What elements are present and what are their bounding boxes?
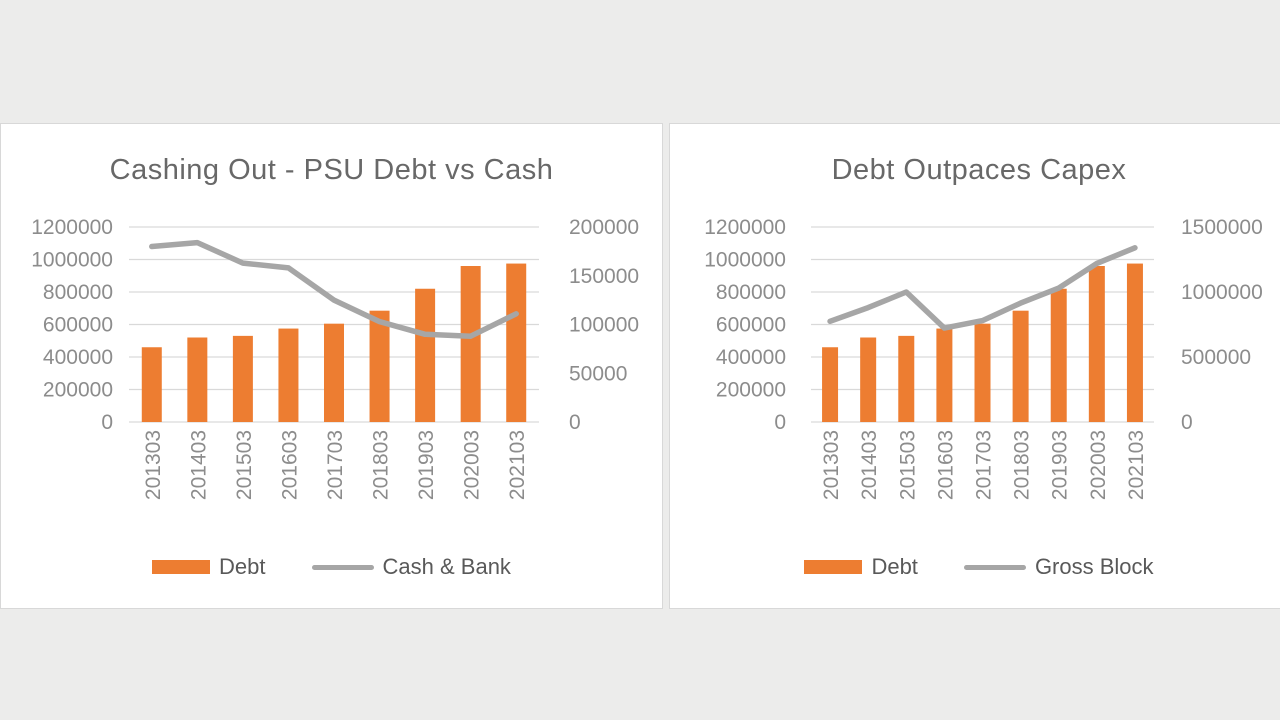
debt-bar-201303 — [822, 347, 839, 422]
x-axis-label-201903: 201903 — [1049, 430, 1072, 500]
cash-bank-line — [149, 239, 519, 339]
chart-title: Debt Outpaces Capex — [831, 154, 1127, 186]
y-axis-tick-left: 400000 — [43, 346, 113, 369]
y-axis-tick-right: 0 — [569, 411, 581, 434]
debt-bar-202103 — [1126, 263, 1143, 422]
legend-label-debt: Debt — [219, 554, 266, 579]
x-axis-label-201603: 201603 — [278, 430, 301, 500]
x-axis-label-202003: 202003 — [1087, 430, 1110, 500]
x-axis-label-201803: 201803 — [1011, 430, 1034, 500]
debt-bar-201803 — [1012, 310, 1029, 422]
legend-label-cash-and-bank: Cash & Bank — [382, 554, 511, 579]
legend-item-cash-and-bank: Cash & Bank — [311, 554, 511, 580]
y-axis-tick-right: 150000 — [569, 265, 639, 288]
x-axis-label-202103: 202103 — [506, 430, 529, 500]
debt-bar-swatch — [804, 560, 863, 574]
chart-title: Cashing Out - PSU Debt vs Cash — [109, 154, 554, 186]
y-axis-tick-right: 500000 — [1181, 346, 1251, 369]
x-axis-label-201703: 201703 — [324, 430, 347, 500]
y-axis-tick-right: 0 — [1181, 411, 1193, 434]
y-axis-tick-left: 0 — [101, 411, 113, 434]
debt-bar-swatch — [152, 560, 211, 574]
debt-bar-201403 — [860, 337, 877, 422]
legend-item-debt: Debt — [152, 554, 266, 580]
gross-block-line — [827, 245, 1138, 331]
y-axis-tick-left: 600000 — [43, 314, 113, 337]
x-axis-label-201303: 201303 — [142, 430, 165, 500]
x-axis-label-201503: 201503 — [233, 430, 256, 500]
y-axis-tick-right: 200000 — [569, 216, 639, 239]
legend-label-debt: Debt — [871, 554, 918, 579]
debt-bar-201903 — [1050, 288, 1067, 422]
chart-panel-debt-vs-capex: Debt Outpaces Capex 1200000 1000000 800000… — [669, 123, 1280, 609]
legend-item-debt: Debt — [804, 554, 918, 580]
gross-block-line-swatch — [963, 564, 1026, 570]
y-axis-tick-left: 200000 — [716, 379, 786, 402]
chart-panel-debt-vs-cash: Cashing Out - PSU Debt vs Cash 1200000 10… — [0, 123, 663, 609]
debt-bar-202003 — [1088, 266, 1105, 422]
cash-and-bank-line-swatch — [311, 564, 374, 570]
debt-bar-202003 — [460, 266, 481, 422]
debt-bar-201403 — [187, 337, 208, 422]
y-axis-tick-left: 1200000 — [31, 216, 113, 239]
x-axis-label-202103: 202103 — [1125, 430, 1148, 500]
chart-legend: Debt Gross Block — [670, 554, 1280, 580]
x-axis-label-201403: 201403 — [858, 430, 881, 500]
debt-bar-201603 — [936, 328, 953, 422]
y-axis-tick-right: 50000 — [569, 362, 627, 385]
combo-chart-debt-vs-capex: 1200000 1000000 800000 600000 400000 200000 0 1… — [704, 216, 1263, 500]
x-axis-label-201303: 201303 — [820, 430, 843, 500]
y-axis-tick-right: 1000000 — [1181, 281, 1263, 304]
debt-bar-201903 — [415, 288, 436, 422]
y-axis-tick-left: 1000000 — [704, 249, 786, 272]
debt-bar-201603 — [278, 328, 299, 422]
debt-bar-201703 — [324, 323, 344, 422]
y-axis-tick-left: 1000000 — [31, 249, 113, 272]
debt-bar-201503 — [898, 335, 915, 422]
y-axis-tick-left: 400000 — [716, 346, 786, 369]
combo-chart-debt-vs-cash: 1200000100000080000060000040000020000002… — [31, 216, 639, 500]
y-axis-tick-right: 1500000 — [1181, 216, 1263, 239]
y-axis-tick-left: 600000 — [716, 314, 786, 337]
y-axis-tick-left: 0 — [774, 411, 786, 434]
x-axis-label-201603: 201603 — [934, 430, 957, 500]
y-axis-tick-left: 800000 — [43, 281, 113, 304]
debt-bar-201303 — [141, 347, 162, 422]
y-axis-tick-left: 800000 — [716, 281, 786, 304]
debt-bar-201503 — [232, 335, 253, 422]
debt-bar-201703 — [974, 323, 991, 422]
y-axis-tick-right: 100000 — [569, 314, 639, 337]
x-axis-label-201903: 201903 — [415, 430, 438, 500]
x-axis-label-201703: 201703 — [973, 430, 996, 500]
x-axis-label-201503: 201503 — [896, 430, 919, 500]
x-axis-label-202003: 202003 — [461, 430, 484, 500]
legend-item-gross-block: Gross Block — [963, 554, 1154, 580]
x-axis-label-201403: 201403 — [187, 430, 210, 500]
x-axis-label-201803: 201803 — [370, 430, 393, 500]
debt-bar-201803 — [369, 310, 390, 422]
y-axis-tick-left: 200000 — [43, 379, 113, 402]
legend-label-gross-block: Gross Block — [1034, 554, 1154, 579]
y-axis-tick-left: 1200000 — [704, 216, 786, 239]
chart-legend: Debt Cash & Bank — [1, 554, 662, 580]
debt-bar-202103 — [506, 263, 527, 422]
